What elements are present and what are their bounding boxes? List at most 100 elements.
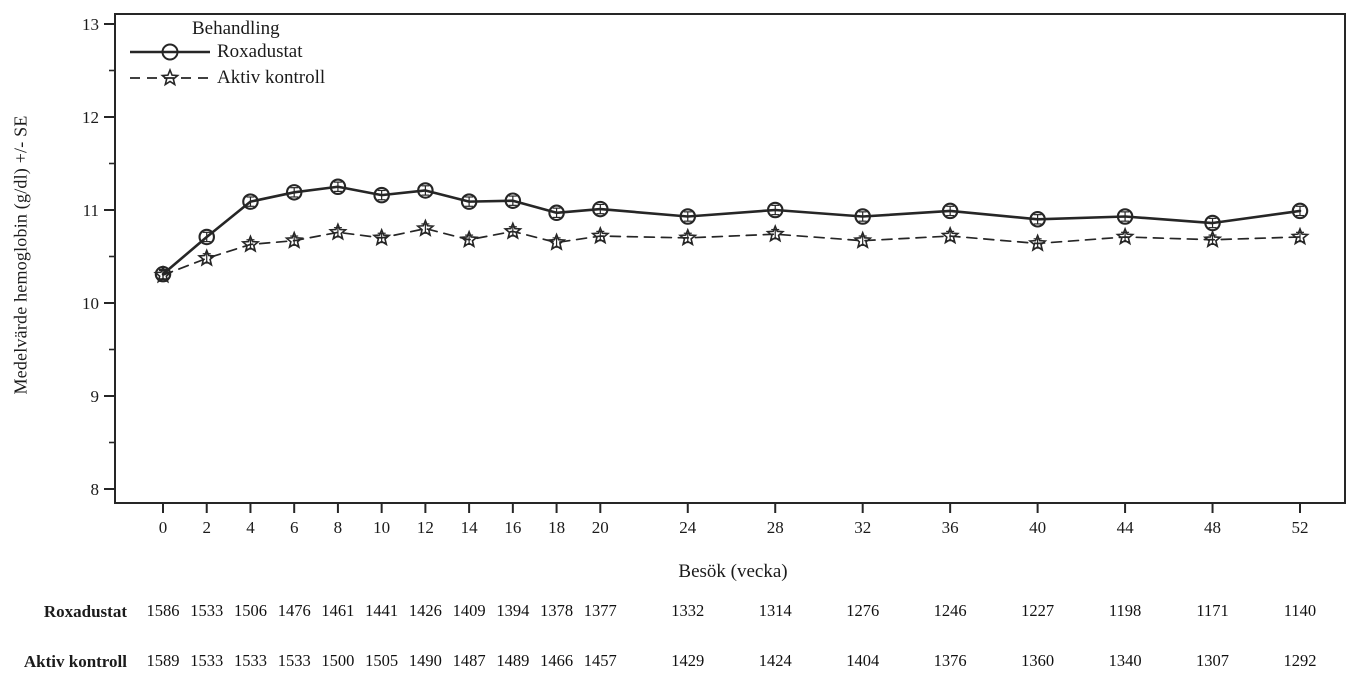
y-tick-label: 9: [91, 387, 100, 406]
legend-entry-roxadustat: Roxadustat: [128, 39, 325, 65]
circle-marker: [548, 204, 565, 222]
n-value: 1246: [934, 601, 967, 620]
x-tick-label: 52: [1292, 518, 1309, 537]
n-value: 1171: [1196, 601, 1228, 620]
x-tick-label: 0: [159, 518, 168, 537]
x-tick-label: 10: [373, 518, 390, 537]
n-value: 1466: [540, 651, 573, 670]
star-marker: [153, 264, 173, 284]
n-value: 1487: [453, 651, 486, 670]
star-marker: [415, 218, 436, 237]
circle-marker: [198, 228, 215, 246]
circle-marker: [242, 193, 259, 210]
circle-marker: [766, 201, 784, 219]
star-marker: [546, 232, 567, 251]
x-tick-label: 8: [334, 518, 343, 537]
n-value: 1533: [190, 601, 223, 620]
n-value: 1394: [496, 601, 529, 620]
n-value: 1314: [759, 601, 792, 620]
x-tick-label: 2: [202, 518, 211, 537]
legend-entry-aktiv-kontroll: Aktiv kontroll: [128, 65, 325, 91]
n-value: 1457: [584, 651, 617, 670]
circle-marker: [941, 202, 959, 220]
circle-marker: [329, 178, 347, 196]
circle-marker: [1116, 208, 1134, 225]
y-tick-label: 13: [82, 15, 99, 34]
x-tick-label: 20: [592, 518, 609, 537]
n-value: 1586: [147, 601, 180, 620]
n-value: 1533: [234, 651, 267, 670]
table-row-label-roxadustat: Roxadustat: [43, 602, 127, 621]
star-marker: [503, 221, 523, 240]
solid-line-circle-marker-icon: [130, 43, 210, 61]
n-value: 1429: [671, 651, 704, 670]
y-tick-label: 12: [82, 108, 99, 127]
n-value: 1424: [759, 651, 792, 670]
x-tick-label: 44: [1117, 518, 1135, 537]
n-value: 1198: [1109, 601, 1141, 620]
star-marker: [1290, 226, 1310, 246]
x-tick-label: 32: [854, 518, 871, 537]
series-roxadustat: [154, 178, 1309, 283]
legend: Behandling Roxadustat Aktiv kontroll: [128, 18, 325, 91]
x-tick-label: 12: [417, 518, 434, 537]
dashed-line-star-marker-icon: [130, 67, 210, 87]
n-value: 1461: [321, 601, 354, 620]
x-tick-label: 48: [1204, 518, 1221, 537]
n-value: 1505: [365, 651, 398, 670]
n-values-roxadustat: 1586 1533 1506 1476 1461 1441 1426 1409 1394 1378…: [147, 601, 1317, 620]
n-value: 1500: [321, 651, 354, 670]
circle-marker: [679, 208, 697, 225]
n-value: 1276: [846, 601, 879, 620]
star-marker: [459, 229, 479, 248]
circle-marker: [417, 182, 434, 199]
star-marker: [240, 234, 261, 253]
n-value: 1340: [1109, 651, 1142, 670]
legend-title: Behandling: [192, 18, 280, 39]
circle-marker: [1029, 211, 1046, 228]
n-value: 1227: [1021, 601, 1054, 620]
circle-marker: [504, 192, 522, 209]
x-tick-label: 4: [246, 518, 255, 537]
star-marker: [371, 227, 392, 247]
legend-label-roxadustat: Roxadustat: [217, 41, 303, 62]
n-value: 1404: [846, 651, 879, 670]
n-value: 1426: [409, 601, 442, 620]
x-tick-label: 6: [290, 518, 299, 537]
circle-marker: [854, 208, 871, 225]
x-axis-ticks: 0 2 4 6 8 10 12 14 16 18 20 24 28 32 36 40 44 48 52: [159, 503, 1309, 537]
star-marker: [197, 248, 217, 267]
table-row-label-aktiv-kontroll: Aktiv kontroll: [23, 652, 127, 671]
y-tick-label: 8: [91, 480, 100, 499]
n-value: 1490: [409, 651, 442, 670]
y-tick-label: 10: [82, 294, 99, 313]
y-axis-ticks: 13 12 11 10 9 8: [82, 15, 115, 499]
plot-border: [114, 13, 1346, 504]
circle-marker: [460, 193, 478, 210]
n-values-aktiv-kontroll: 1589 1533 1533 1533 1500 1505 1490 1487 1489 1466…: [147, 651, 1317, 670]
x-axis-label: Besök (vecka): [678, 561, 788, 582]
n-value: 1441: [365, 601, 398, 620]
star-marker: [1202, 229, 1223, 248]
n-value: 1360: [1021, 651, 1054, 670]
n-value: 1378: [540, 601, 573, 620]
x-tick-label: 18: [548, 518, 565, 537]
star-marker: [1027, 233, 1048, 252]
n-value: 1140: [1284, 601, 1316, 620]
x-tick-label: 36: [942, 518, 959, 537]
y-tick-label: 11: [83, 201, 99, 220]
x-tick-label: 14: [461, 518, 479, 537]
star-marker: [328, 222, 348, 241]
n-value: 1533: [190, 651, 223, 670]
star-marker: [940, 225, 960, 245]
circle-marker: [285, 184, 303, 201]
star-marker: [853, 230, 873, 249]
circle-marker: [592, 200, 609, 218]
star-marker: [765, 224, 785, 243]
x-tick-label: 24: [679, 518, 697, 537]
n-value: 1409: [453, 601, 486, 620]
circle-marker: [373, 186, 390, 204]
star-marker: [590, 225, 610, 245]
legend-label-aktiv-kontroll: Aktiv kontroll: [217, 67, 326, 88]
